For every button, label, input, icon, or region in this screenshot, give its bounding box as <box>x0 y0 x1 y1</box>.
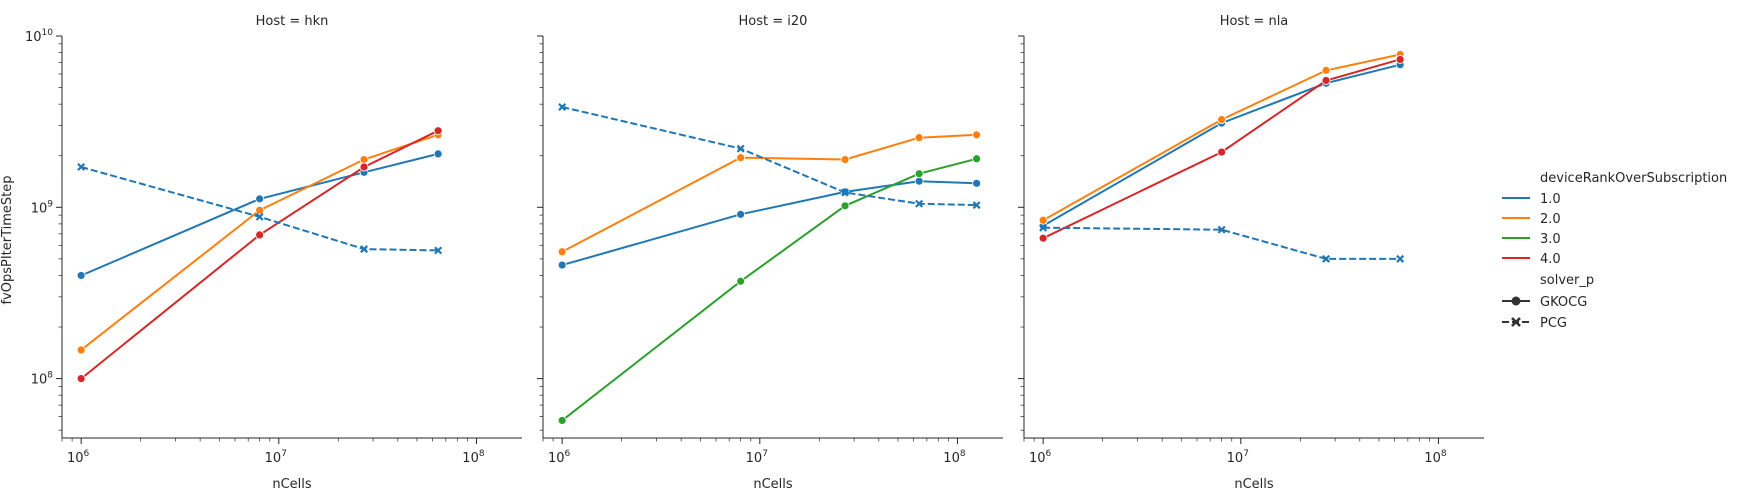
legend-entry-1.0: 1.0 <box>1502 192 1561 207</box>
series-line-2.0-gkocg <box>80 133 439 351</box>
series-line-2.0-gkocg <box>1042 53 1401 222</box>
legend-label: 2.0 <box>1540 212 1561 227</box>
data-point-circle <box>359 155 369 164</box>
legend-entry-4.0: 4.0 <box>1502 252 1561 267</box>
data-point-circle <box>255 230 265 240</box>
panel-0: Host = hkn 108 109 1010 106 107 108 nCells <box>25 14 522 492</box>
data-point-circle <box>255 194 265 204</box>
legend-label: 4.0 <box>1540 252 1561 267</box>
data-point-x-marker <box>841 188 850 197</box>
data-point-x-marker <box>434 246 443 255</box>
data-point-x-marker <box>972 201 981 210</box>
data-point-circle <box>914 176 924 186</box>
x-axis-label: nCells <box>1234 477 1274 492</box>
data-point-circle <box>1038 215 1048 225</box>
legend: deviceRankOverSubscription 1.0 2.0 3.0 4… <box>1502 171 1727 331</box>
data-point-circle <box>840 155 850 164</box>
data-point-x-marker <box>915 199 924 208</box>
x-tick-label: 106 <box>548 449 571 466</box>
legend-entry-2.0: 2.0 <box>1502 212 1561 227</box>
data-point-x-marker <box>1322 254 1331 263</box>
panel-title: Host = nla <box>1220 14 1289 29</box>
data-point-x-marker <box>736 144 745 153</box>
data-point-circle <box>972 178 982 188</box>
legend-label: 3.0 <box>1540 232 1561 247</box>
data-point-circle <box>76 374 86 383</box>
series-line-1.0-pcg <box>561 106 977 207</box>
series-line-1.0-pcg <box>1043 226 1401 260</box>
data-point-circle <box>255 205 265 215</box>
data-point-circle <box>1038 233 1048 243</box>
panel-title: Host = i20 <box>739 14 808 29</box>
data-point-circle <box>736 209 746 219</box>
y-tick-label: 1010 <box>25 28 53 45</box>
legend-label: PCG <box>1540 316 1567 331</box>
y-axis-label: fvOpsPIterTimeStep <box>0 175 15 304</box>
data-point-circle <box>557 416 567 425</box>
legend-entry-gkocg: GKOCG <box>1502 295 1587 310</box>
data-point-circle <box>840 201 850 211</box>
data-point-circle <box>1395 55 1405 64</box>
series-line-3.0-gkocg <box>561 157 977 422</box>
data-point-circle <box>972 130 982 140</box>
x-tick-label: 108 <box>462 449 485 466</box>
y-tick-label: 109 <box>31 199 54 216</box>
data-point-circle <box>557 247 567 257</box>
series-line-4.0-gkocg <box>80 129 439 380</box>
legend-hue-title: deviceRankOverSubscription <box>1540 171 1727 186</box>
x-tick-label: 107 <box>1227 449 1249 466</box>
data-point-x-marker <box>1396 254 1405 263</box>
series-line-4.0-gkocg <box>1042 58 1401 240</box>
x-tick-label: 107 <box>746 449 768 466</box>
data-point-x-marker <box>1217 225 1226 234</box>
data-point-circle <box>76 271 86 280</box>
data-point-x-marker <box>77 162 86 171</box>
data-point-circle <box>1321 65 1331 75</box>
data-point-circle <box>736 153 746 163</box>
x-tick-label: 106 <box>67 449 90 466</box>
series-line-2.0-gkocg <box>561 133 977 253</box>
x-axis-label: nCells <box>753 477 793 492</box>
circle-marker-icon <box>1511 296 1521 306</box>
data-point-circle <box>914 169 924 179</box>
data-point-x-marker <box>360 245 369 254</box>
data-point-circle <box>1217 115 1227 125</box>
data-point-circle <box>433 126 443 136</box>
legend-entry-pcg: PCG <box>1502 316 1567 331</box>
legend-label: GKOCG <box>1540 295 1587 310</box>
data-point-circle <box>914 133 924 143</box>
x-tick-label: 108 <box>1424 449 1447 466</box>
data-point-circle <box>972 154 982 164</box>
x-marker-icon <box>1511 317 1521 327</box>
legend-style-title: solver_p <box>1540 273 1594 288</box>
data-point-circle <box>736 276 746 286</box>
x-tick-label: 107 <box>265 449 287 466</box>
panel-title: Host = hkn <box>256 14 329 29</box>
panel-2: Host = nla 106 107 108 nCells <box>1018 14 1484 492</box>
series-line-1.0-gkocg <box>561 180 977 267</box>
y-tick-label: 108 <box>31 371 54 388</box>
series-line-1.0-gkocg <box>1042 63 1401 227</box>
x-axis-label: nCells <box>272 477 312 492</box>
data-point-circle <box>76 345 86 355</box>
x-tick-label: 106 <box>1029 449 1052 466</box>
data-point-circle <box>359 162 369 172</box>
data-point-x-marker <box>1039 223 1048 232</box>
data-point-circle <box>1217 147 1227 157</box>
data-point-circle <box>557 260 567 270</box>
data-point-x-marker <box>558 103 567 111</box>
panel-1: Host = i20 106 107 108 nCells <box>537 14 1003 492</box>
legend-label: 1.0 <box>1540 192 1561 207</box>
x-tick-label: 108 <box>943 449 966 466</box>
series-line-1.0-pcg <box>80 166 439 252</box>
data-point-circle <box>433 149 443 159</box>
data-point-circle <box>1321 76 1331 85</box>
data-point-x-marker <box>255 212 264 221</box>
legend-entry-3.0: 3.0 <box>1502 232 1561 247</box>
